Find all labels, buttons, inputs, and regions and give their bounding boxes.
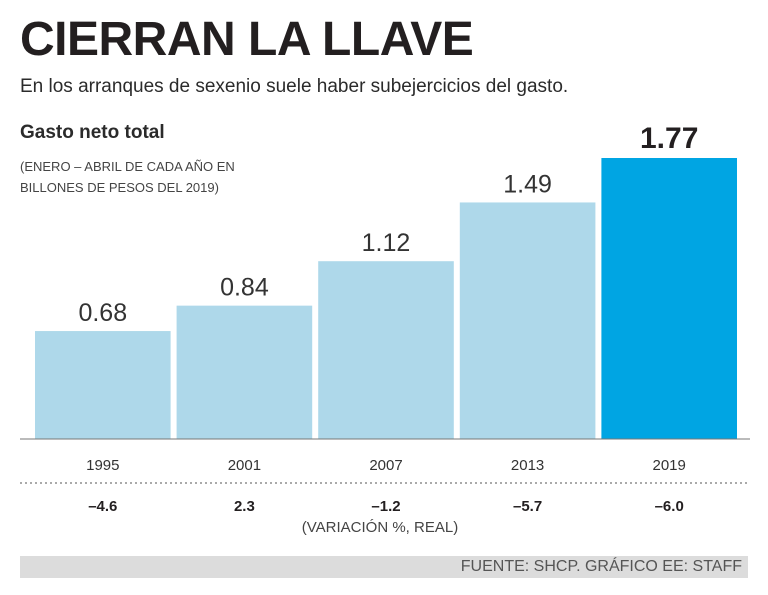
bar-value-label: 1.12 — [362, 229, 411, 257]
x-tick-label: 1995 — [86, 457, 119, 474]
bar — [35, 331, 171, 439]
variation-value: –1.2 — [371, 498, 400, 515]
bar-value-label: 0.84 — [220, 274, 269, 302]
chart-units-note: (ENERO – ABRIL DE CADA AÑO EN BILLONES D… — [20, 159, 235, 195]
variation-caption: (VARIACIÓN %, REAL) — [301, 519, 459, 536]
source-credit: FUENTE: SHCP. GRÁFICO EE: STAFF — [460, 558, 742, 575]
bar — [601, 158, 737, 439]
variation-value: –4.6 — [88, 498, 117, 515]
bar-value-label: 0.68 — [78, 299, 127, 327]
source-bar — [20, 556, 748, 578]
variation-value: –5.7 — [513, 498, 542, 515]
variation-value: –6.0 — [655, 498, 684, 515]
variation-value: 2.3 — [234, 498, 255, 515]
chart-subtitle: En los arranques de sexenio suele haber … — [20, 76, 569, 97]
x-tick-label: 2013 — [511, 457, 544, 474]
x-tick-label: 2007 — [369, 457, 402, 474]
chart-headline: CIERRAN LA LLAVE — [20, 13, 474, 66]
x-tick-label: 2019 — [653, 457, 686, 474]
bar-value-label: 1.49 — [503, 170, 552, 198]
bar — [459, 202, 596, 439]
bar — [176, 305, 313, 439]
chart-title: Gasto neto total — [20, 122, 165, 143]
x-tick-label: 2001 — [228, 457, 261, 474]
bar-chart: 0.68 1995 –4.6 0.84 2001 2.3 1.12 2007 –1.2 1.49 2… — [20, 122, 750, 515]
bar-value-label: 1.77 — [640, 122, 698, 155]
bar — [318, 261, 454, 439]
